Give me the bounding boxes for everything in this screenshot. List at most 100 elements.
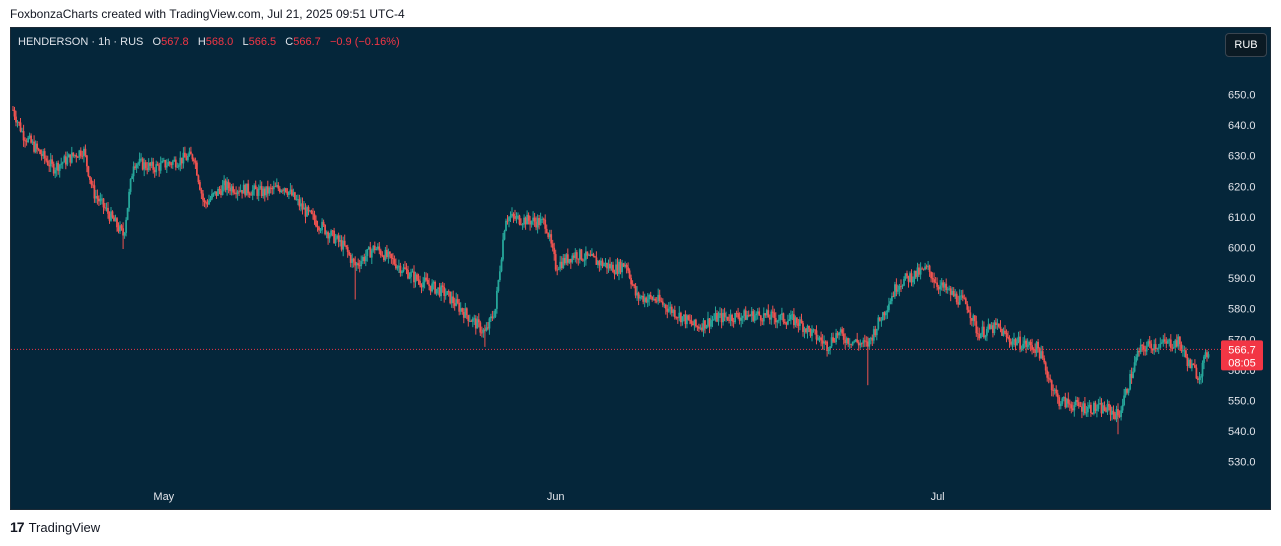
chart-panel[interactable]: 650.0 640.0 630.0 620.0 610.0 600.0 590.0 580.0… — [10, 27, 1271, 510]
candle-body — [303, 207, 305, 210]
candle-body — [557, 268, 560, 270]
candle-body — [678, 312, 681, 318]
candle-body — [583, 259, 586, 261]
candle-body — [217, 189, 219, 196]
candle-body — [686, 315, 688, 325]
candle-body — [230, 186, 233, 192]
candle-body — [1016, 341, 1018, 346]
candle-body — [1189, 359, 1192, 369]
candle-body — [912, 279, 914, 283]
candle-body — [1120, 410, 1122, 417]
ohlc-legend: HENDERSON · 1h · RUS O567.8 H568.0 L566.… — [18, 36, 400, 48]
candle-body — [111, 211, 114, 218]
candle-body — [292, 192, 295, 196]
candle-body — [491, 316, 494, 318]
candle-body — [704, 320, 706, 329]
candle-body — [560, 261, 563, 269]
candle-body — [639, 297, 641, 299]
candle-body — [37, 148, 40, 150]
candle-body — [188, 151, 191, 156]
candle-body — [829, 346, 831, 350]
candle-body — [401, 271, 403, 273]
candle-body — [983, 326, 985, 338]
candle-body — [488, 318, 491, 329]
candle-body — [1099, 403, 1101, 404]
candle-body — [297, 199, 299, 201]
candle-body — [690, 320, 693, 324]
legend-open-value: 567.8 — [161, 36, 189, 48]
candle-body — [404, 267, 406, 269]
candle-body — [957, 302, 960, 305]
candle-body — [444, 294, 447, 296]
candle-body — [456, 299, 459, 303]
candle-body — [321, 221, 323, 231]
currency-button[interactable]: RUB — [1225, 33, 1267, 57]
price-tag-box — [1221, 340, 1263, 371]
candle-body — [666, 308, 669, 312]
candle-body — [897, 289, 899, 292]
candle-body — [539, 218, 542, 226]
candlestick-chart[interactable]: 650.0 640.0 630.0 620.0 610.0 600.0 590.0 580.0… — [11, 28, 1270, 509]
candle-body — [892, 296, 895, 297]
candle-body — [874, 329, 877, 336]
candle-body — [980, 333, 982, 339]
brand-name: TradingView — [28, 519, 101, 535]
candle-body — [612, 264, 614, 273]
candle-body — [438, 287, 441, 297]
candle-body — [689, 319, 691, 321]
candle-body — [78, 150, 81, 158]
candle-body — [233, 192, 236, 194]
candle-body — [298, 199, 301, 207]
candle-body — [22, 131, 25, 141]
y-tick-label: 590.0 — [1228, 273, 1256, 285]
candle-body — [464, 308, 467, 318]
y-tick-label: 550.0 — [1228, 396, 1256, 408]
candle-body — [1106, 404, 1109, 412]
candle-body — [60, 163, 63, 165]
candle-body — [1034, 349, 1036, 353]
candle-body — [803, 328, 806, 332]
candle-body — [393, 259, 396, 265]
candle-body — [49, 159, 52, 167]
candle-body — [996, 323, 999, 325]
candle-body — [383, 256, 385, 261]
candle-body — [1207, 354, 1210, 358]
candle-body — [272, 186, 275, 190]
candle-body — [286, 192, 289, 195]
candle-body — [1019, 336, 1021, 349]
candle-body — [473, 318, 476, 320]
candle-body — [1059, 403, 1062, 407]
candle-body — [322, 221, 325, 225]
candle-body — [805, 328, 807, 333]
candle-body — [512, 213, 515, 217]
y-tick-label: 620.0 — [1228, 181, 1256, 193]
candle-body — [122, 228, 124, 236]
candle-body — [398, 265, 400, 267]
candle-body — [1121, 405, 1124, 411]
candle-body — [533, 217, 536, 222]
candle-body — [327, 232, 329, 239]
candle-body — [96, 196, 99, 199]
candle-body — [1204, 352, 1207, 357]
candle-body — [342, 240, 345, 250]
candle-body — [282, 190, 284, 192]
candle-body — [205, 202, 207, 204]
candle-body — [511, 213, 513, 217]
candle-body — [176, 166, 179, 168]
candle-body — [494, 308, 497, 317]
candle-body — [945, 283, 948, 290]
candle-body — [212, 193, 215, 194]
candle-body — [1037, 341, 1039, 349]
candle-body — [779, 315, 782, 320]
tradingview-brand[interactable]: 17 TradingView — [10, 519, 100, 535]
candle-body — [101, 198, 103, 200]
candle-body — [675, 317, 678, 319]
candle-body — [589, 254, 592, 256]
candle-body — [976, 333, 979, 334]
candle-body — [520, 224, 522, 225]
candle-body — [758, 311, 761, 316]
candle-body — [1023, 340, 1026, 344]
candle-body — [711, 319, 714, 321]
candle-body — [630, 277, 632, 285]
candle-body — [215, 191, 218, 196]
